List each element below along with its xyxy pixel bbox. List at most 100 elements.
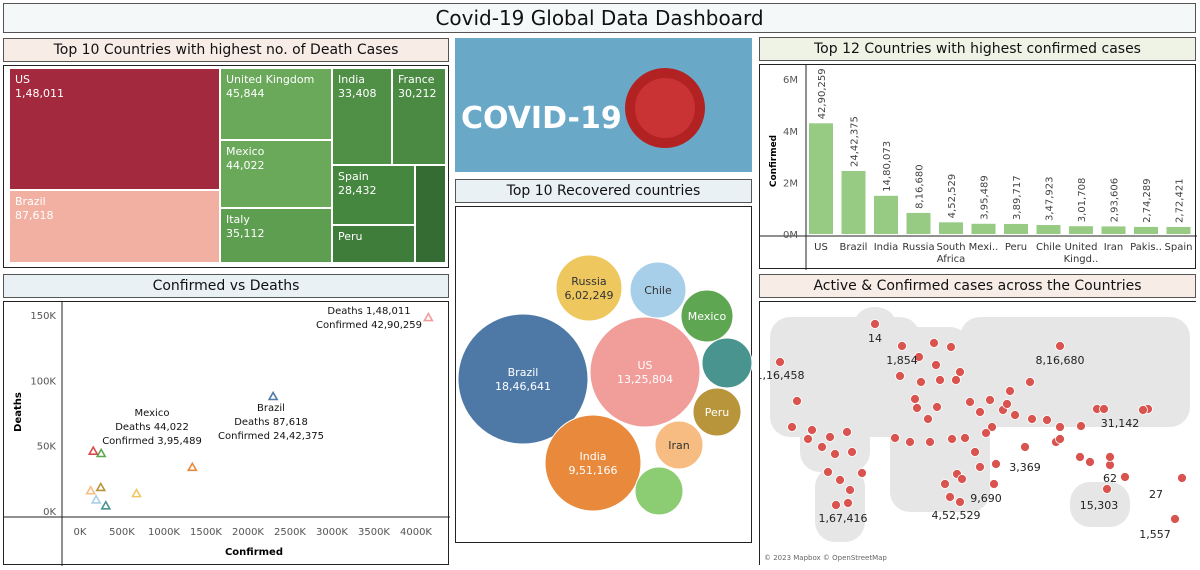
map-dot[interactable] [916, 377, 926, 387]
map-dot[interactable] [1025, 377, 1035, 387]
treemap-cell[interactable]: India 33,408 [332, 68, 392, 165]
map-dot[interactable] [945, 492, 955, 502]
map-dot[interactable] [897, 341, 907, 351]
bar[interactable] [1166, 226, 1191, 234]
map-dot[interactable] [1005, 386, 1015, 396]
map-dot[interactable] [957, 474, 967, 484]
map-dot[interactable] [1010, 410, 1020, 420]
map-dot[interactable] [1099, 404, 1109, 414]
map-dot[interactable] [931, 360, 941, 370]
treemap-cell[interactable] [415, 165, 446, 263]
map-dot[interactable] [857, 468, 867, 478]
scatter-point[interactable] [267, 390, 279, 401]
map-dot[interactable] [831, 500, 841, 510]
bubble[interactable] [634, 466, 684, 516]
map-dot[interactable] [1105, 452, 1115, 462]
bar[interactable] [906, 212, 931, 234]
map-dot[interactable] [905, 437, 915, 447]
map-dot[interactable] [803, 434, 813, 444]
map-dot[interactable] [951, 375, 961, 385]
map-dot[interactable] [1055, 341, 1065, 351]
bar[interactable] [1004, 223, 1028, 234]
map-dot[interactable] [947, 434, 957, 444]
map-dot[interactable] [870, 319, 880, 329]
scatter-point[interactable] [131, 488, 142, 498]
scatter-point[interactable] [186, 461, 198, 472]
map-dot[interactable] [975, 407, 985, 417]
map-dot[interactable] [1138, 405, 1148, 415]
map-dot[interactable] [1020, 442, 1030, 452]
map-dot[interactable] [1055, 434, 1065, 444]
map-dot[interactable] [989, 479, 999, 489]
map-dot[interactable] [1075, 452, 1085, 462]
scatter-point[interactable] [100, 500, 112, 510]
map-dot[interactable] [787, 422, 797, 432]
bubble[interactable] [701, 337, 753, 389]
map-dot[interactable] [835, 475, 845, 485]
map-dot[interactable] [932, 402, 942, 412]
map-dot[interactable] [965, 397, 975, 407]
bubble[interactable] [589, 316, 701, 428]
map-attribution[interactable]: © 2023 Mapbox © OpenStreetMap [764, 554, 887, 562]
map-dot[interactable] [823, 467, 833, 477]
map-dot[interactable] [807, 425, 817, 435]
world-map[interactable]: 14 1,854 1,16,458 8,16,680 31,142 3,369 62 27 9,… [756, 301, 1197, 566]
map-dot[interactable] [1042, 415, 1052, 425]
bar[interactable] [1134, 226, 1158, 234]
scatter-point[interactable] [422, 311, 434, 322]
scatter-point[interactable] [87, 445, 99, 455]
map-dot[interactable] [1102, 484, 1112, 494]
map-dot[interactable] [981, 428, 991, 438]
treemap-cell[interactable]: US 1,48,011 [9, 68, 220, 190]
map-dot[interactable] [1002, 399, 1012, 409]
map-dot[interactable] [792, 396, 802, 406]
map-dot[interactable] [946, 342, 956, 352]
scatter-point[interactable] [90, 494, 102, 504]
map-dot[interactable] [929, 338, 939, 348]
map-dot[interactable] [975, 462, 985, 472]
bar[interactable] [874, 195, 898, 234]
map-dot[interactable] [991, 459, 1001, 469]
map-dot[interactable] [955, 367, 965, 377]
map-dot[interactable] [1170, 514, 1180, 524]
bar[interactable] [1101, 226, 1126, 234]
map-dot[interactable] [847, 447, 857, 457]
map-dot[interactable] [955, 497, 965, 507]
bubble[interactable] [457, 313, 589, 445]
map-dot[interactable] [842, 427, 852, 437]
map-dot[interactable] [1177, 473, 1187, 483]
map-dot[interactable] [845, 485, 855, 495]
map-dot[interactable] [960, 433, 970, 443]
map-dot[interactable] [1076, 421, 1086, 431]
map-dot[interactable] [1120, 472, 1130, 482]
bar[interactable] [1069, 226, 1093, 234]
bubble[interactable] [680, 289, 734, 343]
scatter-point[interactable] [85, 485, 97, 495]
scatter-point[interactable] [95, 481, 107, 492]
bar[interactable] [841, 170, 866, 234]
treemap-cell[interactable]: United Kingdom 45,844 [220, 68, 332, 140]
map-dot[interactable] [1027, 414, 1037, 424]
map-dot[interactable] [935, 375, 945, 385]
map-dot[interactable] [1085, 457, 1095, 467]
scatter-point[interactable] [95, 447, 107, 458]
treemap-cell[interactable]: Spain 28,432 [332, 165, 415, 225]
bar[interactable] [1036, 225, 1061, 234]
treemap-cell[interactable]: France 30,212 [392, 68, 446, 165]
map-dot[interactable] [912, 403, 922, 413]
bar[interactable] [971, 223, 996, 234]
map-dot[interactable] [775, 357, 785, 367]
treemap-cell[interactable]: Brazil 87,618 [9, 190, 220, 263]
bubble[interactable] [544, 414, 642, 512]
map-dot[interactable] [970, 447, 980, 457]
map-dot[interactable] [843, 498, 853, 508]
map-dot[interactable] [987, 422, 997, 432]
map-dot[interactable] [1055, 422, 1065, 432]
treemap-cell[interactable]: Mexico 44,022 [220, 140, 332, 208]
bubble[interactable] [629, 261, 687, 319]
map-dot[interactable] [830, 449, 840, 459]
bubble[interactable] [692, 387, 742, 437]
map-dot[interactable] [890, 433, 900, 443]
map-dot[interactable] [817, 442, 827, 452]
map-dot[interactable] [985, 395, 995, 405]
